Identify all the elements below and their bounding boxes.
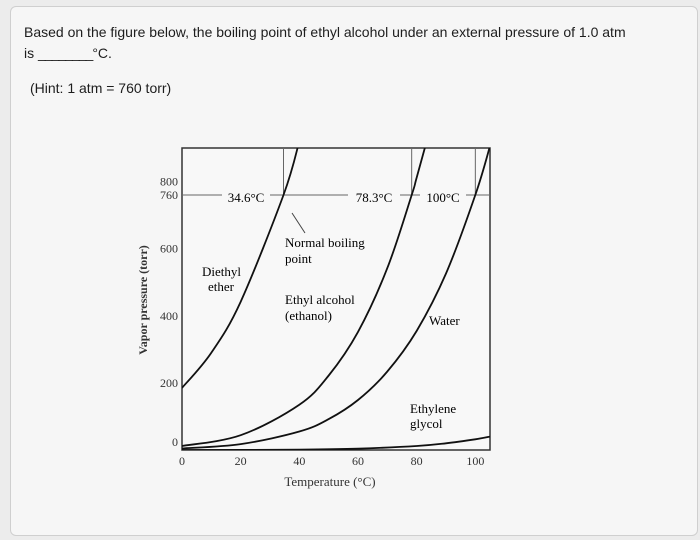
- curve-water: [182, 148, 490, 450]
- ethanol-bp-box: [348, 186, 400, 208]
- y-tick-label: 0: [172, 435, 178, 449]
- x-tick-label: 20: [235, 454, 247, 468]
- x-tick-label: 0: [179, 454, 185, 468]
- y-tick-label: 800: [160, 175, 178, 189]
- ether-bp-label: 34.6°C: [228, 190, 265, 205]
- curve-ethyl-alcohol-ethanol: [182, 148, 426, 447]
- x-tick-label: 80: [411, 454, 423, 468]
- y-axis-label: Vapor pressure (torr): [136, 245, 150, 355]
- glycol-label-1: Ethylene: [410, 401, 456, 416]
- water-bp-box: [420, 186, 466, 208]
- question-text: Based on the figure below, the boiling p…: [24, 22, 674, 64]
- hint-text: (Hint: 1 atm = 760 torr): [30, 80, 172, 96]
- y-tick-label: 400: [160, 309, 178, 323]
- curve-ethylene-glycol: [182, 435, 490, 450]
- normal-bp-label-1: Normal boiling: [285, 235, 365, 250]
- x-tick-label: 100: [466, 454, 484, 468]
- water-label: Water: [429, 313, 460, 328]
- ether-label-2: ether: [208, 279, 235, 294]
- ethanol-label-1: Ethyl alcohol: [285, 292, 355, 307]
- question-is: is: [24, 45, 35, 61]
- x-axis-label: Temperature (°C): [284, 474, 375, 489]
- curves: [182, 148, 490, 450]
- curve-diethyl-ether: [182, 148, 299, 389]
- y-tick-label: 200: [160, 376, 178, 390]
- water-bp-label: 100°C: [426, 190, 459, 205]
- glycol-label-2: glycol: [410, 416, 443, 431]
- ethanol-bp-label: 78.3°C: [356, 190, 393, 205]
- ether-label-1: Diethyl: [202, 264, 241, 279]
- ethanol-label-2: (ethanol): [285, 308, 332, 323]
- question-line-1: Based on the figure below, the boiling p…: [24, 24, 626, 40]
- answer-blank: ________: [38, 45, 93, 61]
- question-unit: °C.: [92, 45, 112, 61]
- x-tick-label: 60: [352, 454, 364, 468]
- ether-bp-box: [222, 186, 270, 208]
- y-tick-label: 760: [160, 188, 178, 202]
- normal-bp-pointer: [291, 212, 306, 234]
- question-line-2: is ________°C.: [24, 43, 674, 64]
- y-tick-label: 600: [160, 242, 178, 256]
- normal-bp-label-2: point: [285, 251, 312, 266]
- x-tick-label: 40: [293, 454, 305, 468]
